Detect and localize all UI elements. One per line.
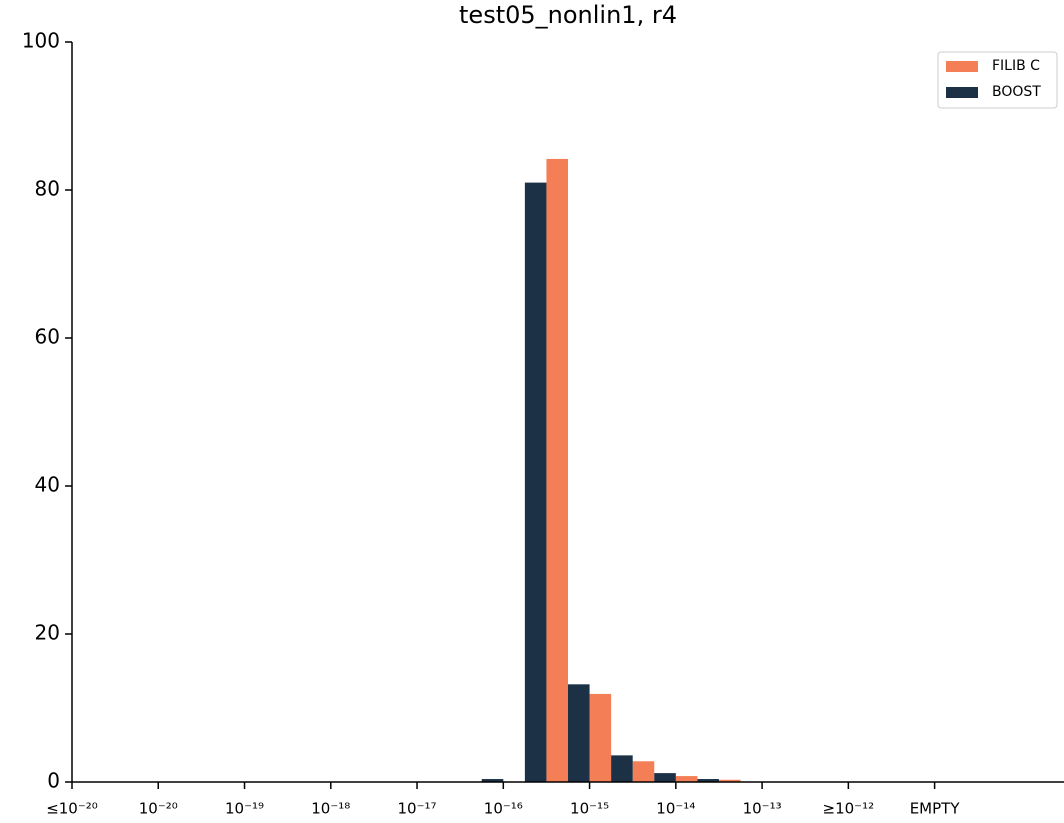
bar (697, 779, 719, 782)
legend-swatch (946, 61, 978, 72)
x-tick-label: 10⁻¹⁴ (656, 800, 695, 818)
legend: FILIB C BOOST (937, 51, 1058, 109)
y-tick-label: 80 (35, 177, 60, 201)
chart-title: test05_nonlin1, r4 (459, 1, 677, 29)
bar (546, 158, 568, 783)
bar (718, 779, 741, 782)
bar (568, 684, 590, 782)
legend-label: BOOST (992, 84, 1041, 100)
bar (632, 761, 655, 782)
y-tick-label: 20 (35, 621, 60, 645)
bar (481, 779, 504, 782)
y-tick-label: 0 (47, 769, 60, 793)
bar (654, 773, 676, 782)
x-tick-label: EMPTY (910, 800, 961, 818)
x-tick-label: 10⁻¹⁵ (570, 800, 609, 818)
x-tick-label: 10⁻¹⁷ (398, 800, 437, 818)
y-tick-label: 100 (22, 29, 60, 53)
bar (524, 182, 547, 783)
x-tick-label: 10⁻¹⁶ (484, 800, 523, 818)
bar (611, 755, 633, 782)
bar (675, 776, 698, 782)
x-tick-label: ≤10⁻²⁰ (46, 800, 98, 818)
x-tick-label: 10⁻¹⁸ (311, 800, 350, 818)
x-tick-label: ≥10⁻¹² (823, 800, 875, 818)
legend-label: FILIB C (992, 58, 1040, 74)
x-tick-label: 10⁻¹³ (743, 800, 782, 818)
y-tick-label: 40 (35, 473, 60, 497)
bar (589, 693, 612, 782)
x-tick-label: 10⁻²⁰ (139, 800, 178, 818)
legend-swatch (946, 87, 978, 98)
x-tick-label: 10⁻¹⁹ (225, 800, 264, 818)
y-tick-label: 60 (35, 325, 60, 349)
